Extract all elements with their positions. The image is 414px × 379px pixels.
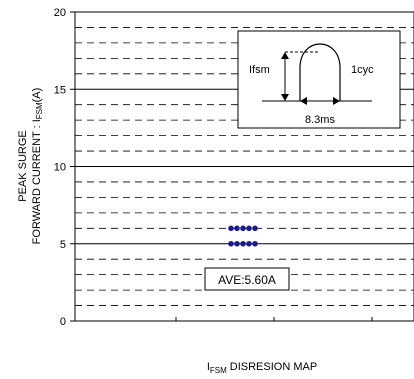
waveform-inset: Ifsm 1cyc 8.3ms bbox=[237, 30, 401, 129]
data-point bbox=[234, 225, 240, 232]
inset-label-ifsm: Ifsm bbox=[249, 64, 270, 76]
y-axis-label-line1: PEAK SURGE bbox=[17, 130, 29, 202]
data-point bbox=[252, 240, 258, 247]
y-tick-label: 0 bbox=[60, 316, 66, 328]
y-tick-label: 15 bbox=[54, 84, 66, 96]
y-tick-label: 5 bbox=[60, 239, 66, 251]
ifsm-arrow-down bbox=[281, 94, 289, 101]
average-annotation: AVE:5.60A bbox=[204, 267, 290, 291]
y-tick-label: 10 bbox=[54, 162, 66, 174]
data-point bbox=[252, 225, 258, 232]
ifsm-arrow-up bbox=[281, 52, 289, 59]
period-arrow-left bbox=[300, 97, 307, 105]
y-axis-tick-labels: 0 5 10 15 20 bbox=[54, 7, 75, 328]
data-point bbox=[228, 225, 234, 232]
data-point bbox=[228, 240, 234, 247]
y-axis-label-line2: FORWARD CURRENT : IFSM(A) bbox=[31, 88, 44, 245]
data-point bbox=[246, 225, 252, 232]
inset-label-cycle: 1cyc bbox=[351, 64, 374, 76]
y-tick-label: 20 bbox=[54, 7, 66, 19]
data-points bbox=[228, 225, 258, 247]
data-point bbox=[234, 240, 240, 247]
data-point bbox=[240, 225, 246, 232]
inset-box bbox=[237, 30, 401, 129]
y-axis-label: PEAK SURGE FORWARD CURRENT : IFSM(A) bbox=[17, 88, 44, 245]
x-axis-label: IFSM DISRESION MAP bbox=[207, 361, 317, 375]
average-box bbox=[204, 267, 290, 291]
period-arrow-right bbox=[333, 97, 340, 105]
x-axis-ticks bbox=[175, 317, 373, 321]
average-label: AVE:5.60A bbox=[218, 273, 276, 287]
data-point bbox=[240, 240, 246, 247]
inset-label-duration: 8.3ms bbox=[305, 114, 335, 126]
data-point bbox=[246, 240, 252, 247]
sine-halfwave bbox=[299, 43, 341, 101]
